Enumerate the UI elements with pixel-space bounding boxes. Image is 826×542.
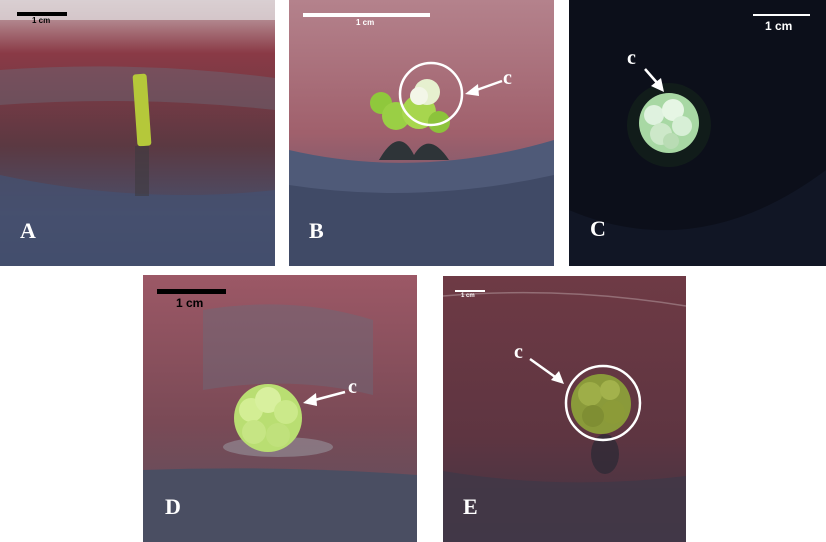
panel-c-photo xyxy=(569,0,826,266)
scale-bar-label: 1 cm xyxy=(461,293,475,299)
scale-bar-label: 1 cm xyxy=(176,296,204,310)
panel-c: 1 cm c C xyxy=(569,0,826,266)
callus xyxy=(663,133,679,149)
scale-bar-label: 1 cm xyxy=(765,19,793,33)
panel-d: 1 cm c D xyxy=(143,275,417,542)
scale-bar xyxy=(157,289,226,294)
scale-bar-label: 1 cm xyxy=(356,18,375,27)
explant-stem xyxy=(132,73,152,147)
panel-label: D xyxy=(165,494,181,519)
callus-circle xyxy=(564,364,642,442)
callout-label: c xyxy=(348,376,357,398)
scale-bar xyxy=(455,290,485,292)
panel-b-photo xyxy=(289,0,554,266)
panel-label: E xyxy=(463,494,478,519)
panel-e-photo xyxy=(443,276,686,542)
scale-bar xyxy=(17,12,67,16)
callus xyxy=(266,423,290,447)
callout-label: c xyxy=(627,47,636,69)
panel-b: 1 cm c B xyxy=(289,0,554,266)
callus xyxy=(582,405,604,427)
scale-bar-label: 1 cm xyxy=(32,16,51,25)
callout-arrow xyxy=(303,393,317,406)
panel-e: 1 cm c E xyxy=(443,276,686,542)
panel-a-photo xyxy=(0,0,275,266)
panel-d-photo xyxy=(143,275,417,542)
callus-circle xyxy=(398,61,464,127)
panel-a: 1 cm A xyxy=(0,0,275,266)
scale-bar xyxy=(753,14,810,16)
callout-arrow xyxy=(651,78,664,92)
callout-arrow xyxy=(551,371,564,384)
panel-label: A xyxy=(20,218,36,243)
panel-label: B xyxy=(309,218,324,243)
panel-label: C xyxy=(590,216,606,241)
callout-arrow xyxy=(465,84,479,96)
scale-bar xyxy=(303,13,430,17)
callout-label: c xyxy=(514,341,523,363)
callout-label: c xyxy=(503,67,512,89)
